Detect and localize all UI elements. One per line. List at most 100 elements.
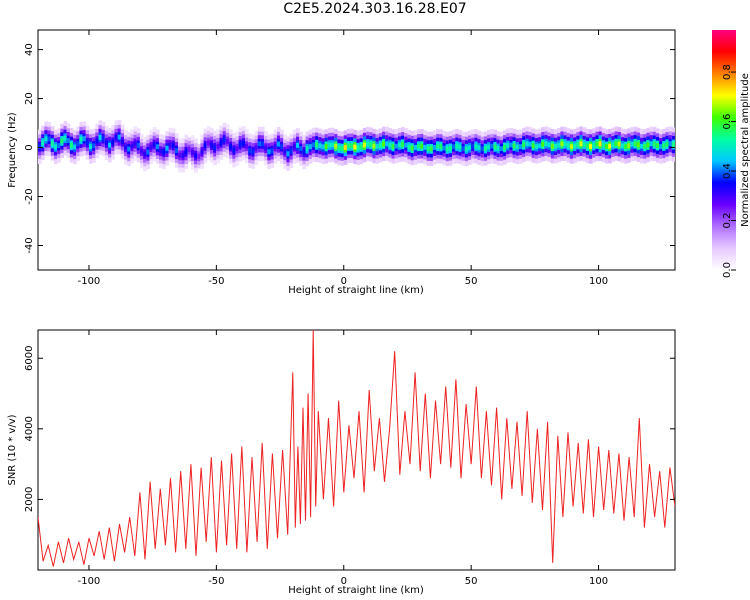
colorbar-tick-label: 0.4 [722,163,733,179]
heatmap-cell [337,145,342,151]
heatmap-cell [557,142,561,148]
heatmap-cell [643,143,647,149]
heatmap-cell [315,142,319,148]
heatmap-cell [235,146,240,152]
heatmap-cell [429,146,434,152]
heatmap-cell [432,144,437,150]
heatmap-cell [206,140,211,146]
colorbar-tick-label: 0.8 [722,64,733,80]
heatmap-cell [391,144,396,149]
heatmap-cell [662,143,666,149]
heatmap-cell [222,137,227,143]
heatmap-cell [366,141,370,147]
spectrogram-y-tick-label: -20 [24,188,35,204]
heatmap-cell [579,141,584,147]
heatmap-cell [480,146,485,152]
heatmap-cell [283,149,287,155]
heatmap-cell [474,143,479,149]
heatmap-cell [238,142,243,147]
heatmap-cell [69,142,74,148]
spectrogram-y-tick-label: -40 [24,237,35,253]
heatmap-cell [92,143,96,149]
heatmap-cell [518,144,523,150]
heatmap-cell [155,144,160,150]
heatmap-cell [397,142,402,148]
spectrogram-x-tick-label: -50 [208,276,224,287]
snr-y-tick-label: 4000 [24,416,35,441]
snr-panel: -100 -50 0 50 100 2000 4000 6000 Height of str… [7,329,676,596]
figure-title: C2E5.2024.303.16.28.E07 [283,1,467,17]
heatmap-cell [455,143,459,149]
heatmap-cell [388,142,393,148]
heatmap-cell [423,144,428,150]
heatmap-cell [251,149,256,155]
colorbar-gradient [712,30,736,270]
heatmap-cell [563,141,568,147]
heatmap-cell [149,144,154,150]
heatmap-cell [146,149,150,155]
heatmap-cell [334,143,338,149]
snr-x-tick-label: 0 [341,576,347,587]
heatmap-cell [509,142,514,148]
heatmap-cell [649,141,654,147]
heatmap-cell [82,136,87,142]
snr-x-tick-label: 100 [589,576,608,587]
heatmap-cell [464,146,469,152]
heatmap-cell [512,143,517,149]
heatmap-cell [260,141,265,147]
heatmap-cell [98,134,103,140]
heatmap-cell [66,138,71,144]
heatmap-cell [50,140,55,146]
heatmap-cell [659,144,663,150]
heatmap-cell [668,141,673,147]
heatmap-cell [531,143,536,149]
heatmap-cell [136,142,141,148]
heatmap-cell [506,143,510,149]
heatmap-cell [203,143,208,149]
heatmap-cell [401,141,405,147]
heatmap-cell [194,153,198,159]
heatmap-cell [63,135,68,141]
heatmap-cell [375,144,380,149]
heatmap-cell [461,146,466,152]
heatmap-cell [104,140,109,146]
heatmap-cell [655,143,660,148]
heatmap-cell [601,142,606,148]
spectrogram-panel: -100 -50 0 50 100 -40 -20 0 20 40 Height of stra… [7,29,676,296]
spectrogram-y-tick-label: 40 [24,43,35,56]
heatmap-cell [289,148,294,154]
colorbar-tick-label: 0.6 [722,114,733,130]
colorbar: 0.0 0.2 0.4 0.6 0.8 Normalized spectral ampl… [712,30,750,278]
heatmap-cell [503,144,507,150]
heatmap-cell [499,146,504,152]
heatmap-cell [184,149,189,155]
heatmap-cell [381,141,386,147]
heatmap-cell [139,148,144,154]
heatmap-cell [270,148,275,154]
heatmap-cell [178,152,182,158]
heatmap-cell [483,146,488,152]
heatmap-cell [604,143,609,149]
heatmap-cell [350,143,354,149]
spectrogram-x-tick-label: -100 [78,276,101,287]
heatmap-cell [120,139,125,145]
heatmap-cell [534,144,539,150]
heatmap-cell [324,143,329,149]
spectrogram-y-tick-label: 0 [24,144,35,150]
heatmap-cell [589,144,593,149]
heatmap-cell [413,145,418,150]
heatmap-cell [550,143,555,149]
heatmap-cell [299,146,303,152]
heatmap-cell [585,143,590,149]
heatmap-cell [493,144,498,150]
heatmap-cell [321,144,326,150]
heatmap-cell [101,136,106,142]
heatmap-cell [385,141,389,147]
heatmap-cell [38,144,42,150]
heatmap-cell [273,144,278,149]
heatmap-cell [582,142,587,147]
colorbar-tick-label: 0.0 [722,262,733,278]
heatmap-cell [327,142,332,148]
heatmap-cell [248,148,252,154]
heatmap-cell [426,146,431,152]
